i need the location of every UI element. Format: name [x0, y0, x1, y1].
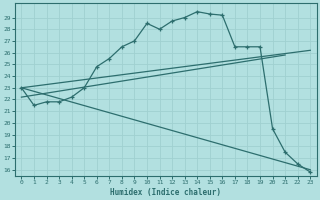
- X-axis label: Humidex (Indice chaleur): Humidex (Indice chaleur): [110, 188, 221, 197]
